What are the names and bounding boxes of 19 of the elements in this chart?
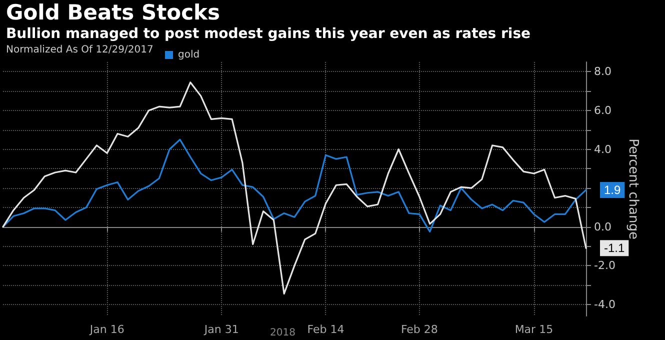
chart-title: Gold Beats Stocks bbox=[6, 0, 220, 24]
x-tick-label: Jan 31 bbox=[203, 323, 239, 336]
chart-subtitle: Bullion managed to post modest gains this year even as rates rise bbox=[6, 26, 531, 42]
y-tick-label: 6.0 bbox=[594, 104, 612, 117]
x-tick-label: Mar 15 bbox=[514, 323, 554, 336]
y-axis-title: Percent change bbox=[625, 138, 640, 240]
text: 2018 bbox=[270, 328, 296, 338]
x-tick-label: Jan 16 bbox=[88, 323, 124, 336]
x-tick-label: Feb 28 bbox=[400, 323, 438, 336]
y-tick-label: 4.0 bbox=[594, 142, 612, 156]
legend-title: Normalized As Of 12/29/2017 bbox=[6, 44, 154, 56]
data-label: 1.9 bbox=[604, 182, 622, 197]
legend-label: gold bbox=[178, 50, 200, 60]
data-label: -1.1 bbox=[604, 241, 626, 256]
y-tick-label: 0.0 bbox=[594, 220, 612, 234]
y-tick-label: -2.0 bbox=[594, 259, 616, 272]
x-tick-label: Feb 14 bbox=[307, 323, 344, 336]
y-tick-label: 8.0 bbox=[594, 65, 612, 78]
y-tick-label: -4.0 bbox=[594, 298, 616, 311]
